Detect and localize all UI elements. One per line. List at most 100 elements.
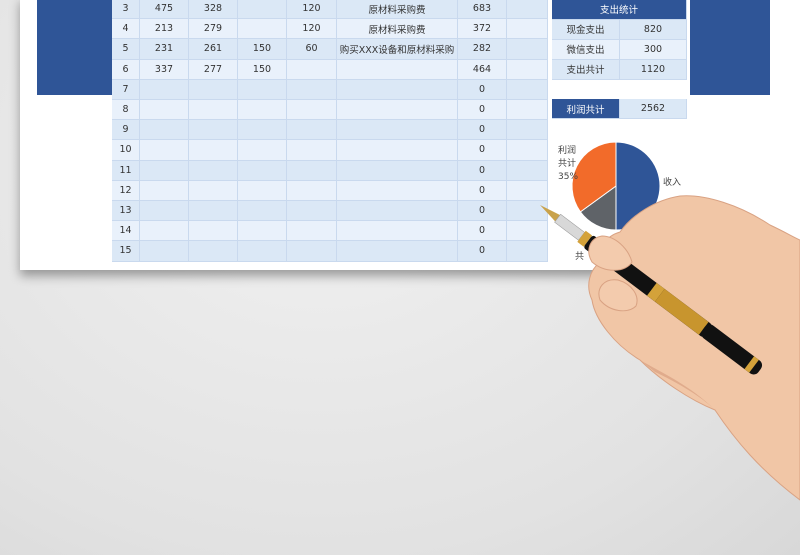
- finger: [598, 279, 638, 312]
- summary-label: 现金支出: [552, 19, 620, 40]
- table-cell: [238, 241, 287, 262]
- table-cell: [287, 59, 337, 80]
- table-cell: [507, 120, 548, 141]
- table-cell: [140, 79, 189, 100]
- table-cell: 5: [112, 39, 140, 60]
- table-cell: 0: [458, 180, 507, 201]
- table-cell: 120: [287, 19, 337, 40]
- table-cell: 231: [140, 39, 189, 60]
- table-cell: [189, 79, 238, 100]
- table-cell: [189, 140, 238, 161]
- table-cell: 475: [140, 0, 189, 20]
- left-band: [37, 0, 112, 95]
- right-band: [690, 0, 770, 95]
- table-cell: [507, 241, 548, 262]
- table-cell: [287, 100, 337, 121]
- table-cell: [507, 79, 548, 100]
- table-cell: 12: [112, 180, 140, 201]
- table-cell: [337, 140, 458, 161]
- pie-slice: [571, 141, 617, 213]
- table-cell: [287, 221, 337, 242]
- pie-label: 共: [575, 251, 584, 262]
- table-cell: [238, 160, 287, 181]
- table-cell: 7: [112, 79, 140, 100]
- table-cell: [337, 160, 458, 181]
- table-cell: 15: [112, 241, 140, 262]
- table-cell: [507, 19, 548, 40]
- summary-value: 820: [620, 19, 687, 40]
- table-cell: 279: [189, 19, 238, 40]
- thumb: [588, 235, 633, 271]
- table-cell: 14: [112, 221, 140, 242]
- table-cell: [189, 120, 238, 141]
- table-cell: [140, 120, 189, 141]
- summary-label: 微信支出: [552, 39, 620, 60]
- table-cell: [140, 180, 189, 201]
- table-cell: 0: [458, 241, 507, 262]
- table-cell: [507, 100, 548, 121]
- table-cell: [507, 39, 548, 60]
- table-cell: [287, 180, 337, 201]
- table-cell: 8: [112, 100, 140, 121]
- table-cell: 0: [458, 79, 507, 100]
- table-cell: [238, 0, 287, 20]
- table-cell: [189, 100, 238, 121]
- table-cell: 0: [458, 100, 507, 121]
- table-cell: [238, 180, 287, 201]
- table-cell: 120: [287, 0, 337, 20]
- table-cell: 10: [112, 140, 140, 161]
- table-cell: [507, 180, 548, 201]
- table-cell: [507, 160, 548, 181]
- table-cell: [337, 100, 458, 121]
- table-cell: [238, 120, 287, 141]
- table-cell: 213: [140, 19, 189, 40]
- table-cell: 13: [112, 201, 140, 222]
- table-cell: [140, 241, 189, 262]
- table-cell: 282: [458, 39, 507, 60]
- table-cell: [238, 221, 287, 242]
- table-cell: 6: [112, 59, 140, 80]
- table-cell: [337, 79, 458, 100]
- table-cell: [140, 100, 189, 121]
- table-cell: [287, 160, 337, 181]
- summary-header: 支出统计: [552, 0, 687, 20]
- table-cell: [238, 140, 287, 161]
- table-cell: [337, 180, 458, 201]
- table-cell: 原材料采购费: [337, 19, 458, 40]
- table-cell: [238, 79, 287, 100]
- table-cell: [287, 241, 337, 262]
- table-cell: [337, 241, 458, 262]
- table-cell: [287, 140, 337, 161]
- table-cell: [507, 140, 548, 161]
- table-cell: 150: [238, 39, 287, 60]
- table-cell: 原材料采购费: [337, 0, 458, 20]
- table-cell: [189, 160, 238, 181]
- table-cell: 328: [189, 0, 238, 20]
- table-cell: 9: [112, 120, 140, 141]
- table-cell: 购买XXX设备和原材料采购: [337, 39, 458, 60]
- table-cell: 150: [238, 59, 287, 80]
- table-cell: [238, 201, 287, 222]
- profit-value: 2562: [620, 99, 687, 119]
- table-cell: [337, 59, 458, 80]
- table-cell: 0: [458, 221, 507, 242]
- table-cell: 464: [458, 59, 507, 80]
- profit-label: 利润共计: [552, 99, 620, 119]
- table-cell: [140, 140, 189, 161]
- table-cell: [337, 120, 458, 141]
- table-cell: 0: [458, 160, 507, 181]
- table-cell: 683: [458, 0, 507, 20]
- summary-label: 支出共计: [552, 59, 620, 80]
- summary-value: 1120: [620, 59, 687, 80]
- table-cell: [287, 201, 337, 222]
- table-cell: 0: [458, 140, 507, 161]
- table-cell: [238, 100, 287, 121]
- table-cell: [189, 180, 238, 201]
- table-cell: [507, 221, 548, 242]
- table-cell: 0: [458, 120, 507, 141]
- table-cell: 372: [458, 19, 507, 40]
- table-cell: [140, 160, 189, 181]
- table-cell: 0: [458, 201, 507, 222]
- table-cell: [140, 201, 189, 222]
